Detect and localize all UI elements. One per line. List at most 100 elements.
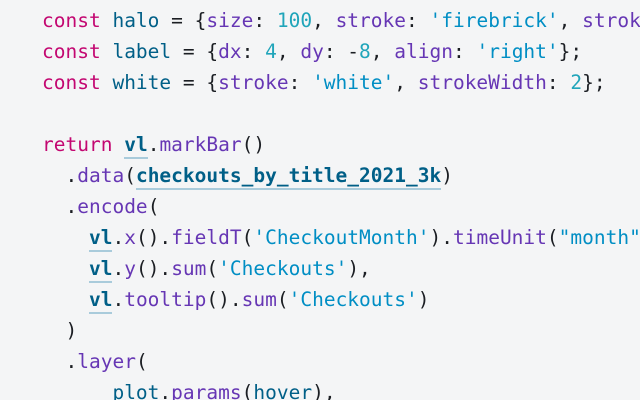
cell-reference-token: vl (88, 226, 113, 252)
code-token-prop: size (206, 9, 254, 32)
code-line-5: return vl.markBar() (42, 129, 640, 160)
code-token-num: 2 (570, 71, 583, 94)
code-token-def: label (112, 40, 172, 63)
code-token-def: plot (112, 381, 160, 400)
code-line-4 (42, 98, 640, 129)
code-token-prop: params (171, 381, 242, 400)
code-token-plain: ), (347, 257, 371, 280)
code-token-plain: ( (124, 164, 136, 187)
code-token-prop: strok (582, 9, 640, 32)
code-token-plain: = { (171, 71, 219, 94)
code-token-prop: align (394, 40, 453, 63)
code-token-prop: sum (241, 288, 277, 311)
code-token-prop: fieldT (171, 226, 242, 249)
code-line-13: plot.params(hover), (42, 377, 640, 400)
code-line-7: .encode( (42, 191, 640, 222)
code-token-plain: . (112, 226, 125, 249)
code-token-plain: : - (323, 40, 360, 63)
code-token-str: 'Checkouts' (288, 288, 418, 311)
code-token-keyword: return (42, 133, 113, 156)
code-token-plain: }; (558, 40, 583, 63)
code-token-plain: : (452, 40, 477, 63)
code-token-plain: : (406, 9, 430, 32)
code-token-num: 4 (265, 40, 277, 63)
code-line-2: const label = {dx: 4, dy: -8, align: 'ri… (42, 36, 640, 67)
code-token-plain: () (241, 133, 266, 156)
code-token-prop: layer (77, 350, 136, 373)
cell-reference-token: vl (88, 257, 113, 283)
code-token-plain: }; (582, 71, 606, 94)
code-token-prop: dx (218, 40, 242, 63)
code-token-prop: strokeWidth (417, 71, 547, 94)
code-token-prop: sum (171, 257, 207, 280)
code-line-6: .data(checkouts_by_title_2021_3k) (42, 160, 640, 191)
code-token-num: 100 (276, 9, 313, 32)
code-token-plain: ), (312, 381, 336, 400)
code-token-str: 'CheckoutMonth' (253, 226, 430, 249)
code-token-plain: . (112, 288, 125, 311)
code-token-plain (42, 288, 89, 311)
code-token-plain: . (42, 195, 78, 218)
code-line-12: .layer( (42, 346, 640, 377)
code-token-keyword: const (42, 71, 101, 94)
code-line-9: vl.y().sum('Checkouts'), (42, 253, 640, 284)
code-token-str: 'firebrick' (429, 9, 559, 32)
code-token-plain: , (312, 9, 336, 32)
code-token-prop: stroke (218, 71, 289, 94)
cell-reference-token: checkouts_by_title_2021_3k (135, 164, 442, 190)
code-token-def: white (112, 71, 172, 94)
code-token-plain: . (112, 257, 125, 280)
code-token-plain: ) (42, 319, 78, 342)
code-token-plain: ( (206, 257, 219, 280)
code-token-num: 8 (359, 40, 371, 63)
code-token-plain (42, 381, 112, 400)
code-token-plain: (). (206, 288, 242, 311)
code-token-prop: data (77, 164, 125, 187)
code-token-prop: timeUnit (452, 226, 547, 249)
cell-reference-token: vl (124, 133, 148, 159)
code-line-8: vl.x().fieldT('CheckoutMonth').timeUnit(… (42, 222, 640, 253)
code-token-plain: . (42, 350, 78, 373)
code-token-plain: (). (135, 226, 172, 249)
code-token-plain: ( (135, 350, 148, 373)
code-token-plain (101, 9, 113, 32)
code-token-plain: : (253, 9, 277, 32)
code-token-plain: = { (159, 9, 207, 32)
code-token-plain: , (276, 40, 301, 63)
code-token-plain: ) (441, 164, 453, 187)
code-token-str: 'right' (476, 40, 559, 63)
code-line-3: const white = {stroke: 'white', strokeWi… (42, 67, 640, 98)
code-token-plain: . (159, 381, 172, 400)
code-token-str: 'Checkouts' (218, 257, 348, 280)
code-token-plain: . (147, 133, 160, 156)
code-token-plain: , (394, 71, 418, 94)
code-token-plain (42, 257, 89, 280)
code-token-plain: : (288, 71, 313, 94)
code-line-11: ) (42, 315, 640, 346)
code-token-plain: ( (147, 195, 160, 218)
code-token-prop: tooltip (124, 288, 207, 311)
code-token-plain (101, 40, 113, 63)
code-line-10: vl.tooltip().sum('Checkouts') (42, 284, 640, 315)
code-token-plain: ). (429, 226, 453, 249)
code-token-plain: , (558, 9, 583, 32)
code-token-keyword: const (42, 40, 101, 63)
code-token-plain (112, 133, 124, 156)
code-token-plain: ( (241, 381, 254, 400)
code-token-plain: : (546, 71, 571, 94)
cell-reference-token: vl (88, 288, 113, 314)
code-token-keyword: const (42, 9, 101, 32)
code-token-plain: (). (135, 257, 172, 280)
code-token-prop: markBar (159, 133, 242, 156)
code-token-def: halo (112, 9, 160, 32)
code-token-str: "month" (558, 226, 640, 249)
code-token-prop: encode (77, 195, 148, 218)
code-token-str: 'white' (312, 71, 395, 94)
code-token-plain: ) (417, 288, 430, 311)
code-token-prop: dy (300, 40, 324, 63)
code-token-plain (42, 226, 89, 249)
code-token-prop: stroke (335, 9, 407, 32)
code-line-1: const halo = {size: 100, stroke: 'firebr… (42, 5, 640, 36)
code-token-plain: = { (171, 40, 219, 63)
